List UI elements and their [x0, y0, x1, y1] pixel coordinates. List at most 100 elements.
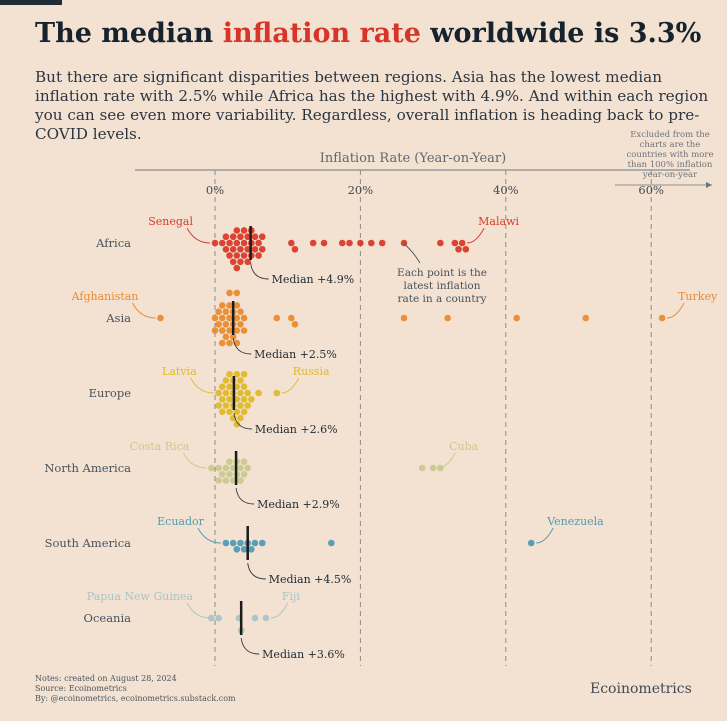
data-point: [241, 409, 248, 416]
note-line: Source: Ecoinometrics: [35, 684, 236, 694]
axis-layer: 0% 20% 40% 60%Inflation Rate (Year-on-Year)…: [44, 151, 690, 666]
data-point: [219, 340, 226, 347]
country-callout: [191, 378, 214, 393]
data-point: [212, 315, 219, 322]
data-point: [288, 240, 295, 247]
excluded-note-line: charts are the: [640, 140, 701, 150]
data-point: [430, 465, 437, 472]
data-point: [252, 233, 259, 240]
data-point: [226, 315, 233, 322]
data-point: [226, 383, 233, 390]
data-point: [463, 246, 470, 253]
data-point: [321, 240, 328, 247]
data-point: [259, 246, 266, 253]
brand-name: Ecoinometrics: [590, 681, 692, 697]
data-point: [237, 465, 244, 472]
point-note-callout: [404, 244, 420, 263]
data-point: [234, 265, 241, 272]
data-point: [219, 302, 226, 309]
data-point: [444, 315, 451, 322]
data-point: [230, 540, 237, 547]
data-point: [241, 383, 248, 390]
data-point: [455, 246, 462, 253]
data-point: [237, 321, 244, 328]
median-label: Median +4.9%: [272, 273, 355, 286]
data-point: [219, 409, 226, 416]
data-point: [215, 308, 222, 315]
data-point: [244, 402, 251, 409]
country-label: Malawi: [478, 215, 519, 228]
row-label: Europe: [89, 386, 132, 400]
country-callout: [467, 228, 484, 243]
data-point: [252, 246, 259, 253]
data-point: [288, 315, 295, 322]
excluded-note-line: year-on-year: [642, 170, 698, 180]
data-point: [234, 315, 241, 322]
point-note-line: Each point is the: [397, 267, 487, 279]
data-point: [241, 396, 248, 403]
data-point: [234, 302, 241, 309]
data-point: [328, 540, 335, 547]
data-point: [237, 259, 244, 266]
data-point: [459, 240, 466, 247]
x-tick-label: 40%: [493, 183, 519, 197]
data-point: [219, 240, 226, 247]
data-point: [223, 308, 230, 315]
data-point: [223, 334, 230, 341]
median-callout: [241, 638, 259, 654]
data-point: [237, 308, 244, 315]
data-point: [401, 315, 408, 322]
data-point: [223, 321, 230, 328]
country-label: Cuba: [449, 440, 479, 453]
median-label: Median +4.5%: [269, 573, 352, 586]
data-point: [241, 240, 248, 247]
data-point: [241, 252, 248, 259]
data-point: [223, 377, 230, 384]
median-label: Median +2.5%: [254, 348, 337, 361]
data-point: [234, 227, 241, 234]
data-point: [223, 246, 230, 253]
data-point: [368, 240, 375, 247]
row-label: Oceania: [84, 611, 132, 625]
median-callout: [251, 263, 269, 279]
data-point: [226, 240, 233, 247]
note-line: Notes: created on August 28, 2024: [35, 674, 236, 684]
country-callout: [271, 603, 288, 618]
row-label: South America: [45, 536, 132, 550]
data-point: [419, 465, 426, 472]
data-point: [452, 240, 459, 247]
data-point: [241, 327, 248, 334]
data-point: [226, 396, 233, 403]
row-label: Africa: [95, 236, 131, 250]
data-point: [528, 540, 535, 547]
row-label: North America: [44, 461, 131, 475]
data-point: [292, 321, 299, 328]
data-point: [255, 390, 262, 397]
data-point: [226, 458, 233, 465]
country-callout: [132, 303, 155, 318]
country-label: Afghanistan: [71, 290, 139, 303]
excluded-arrowhead: [706, 182, 712, 188]
data-point: [437, 240, 444, 247]
data-point: [226, 290, 233, 297]
data-point: [582, 315, 589, 322]
x-tick-label: 0%: [206, 183, 224, 197]
data-point: [215, 465, 222, 472]
country-callout: [187, 228, 210, 243]
data-point: [226, 340, 233, 347]
country-label: Ecuador: [157, 515, 204, 528]
country-label: Senegal: [148, 215, 193, 228]
data-point: [234, 290, 241, 297]
footer-notes: Notes: created on August 28, 2024 Source…: [35, 674, 236, 704]
data-point: [273, 315, 280, 322]
data-point: [259, 540, 266, 547]
data-point: [237, 377, 244, 384]
data-point: [255, 252, 262, 259]
data-point: [241, 371, 248, 378]
excluded-note-line: countries with more: [627, 150, 714, 160]
data-point: [237, 540, 244, 547]
data-point: [226, 327, 233, 334]
data-point: [379, 240, 386, 247]
country-callout: [183, 453, 206, 468]
data-point: [223, 402, 230, 409]
